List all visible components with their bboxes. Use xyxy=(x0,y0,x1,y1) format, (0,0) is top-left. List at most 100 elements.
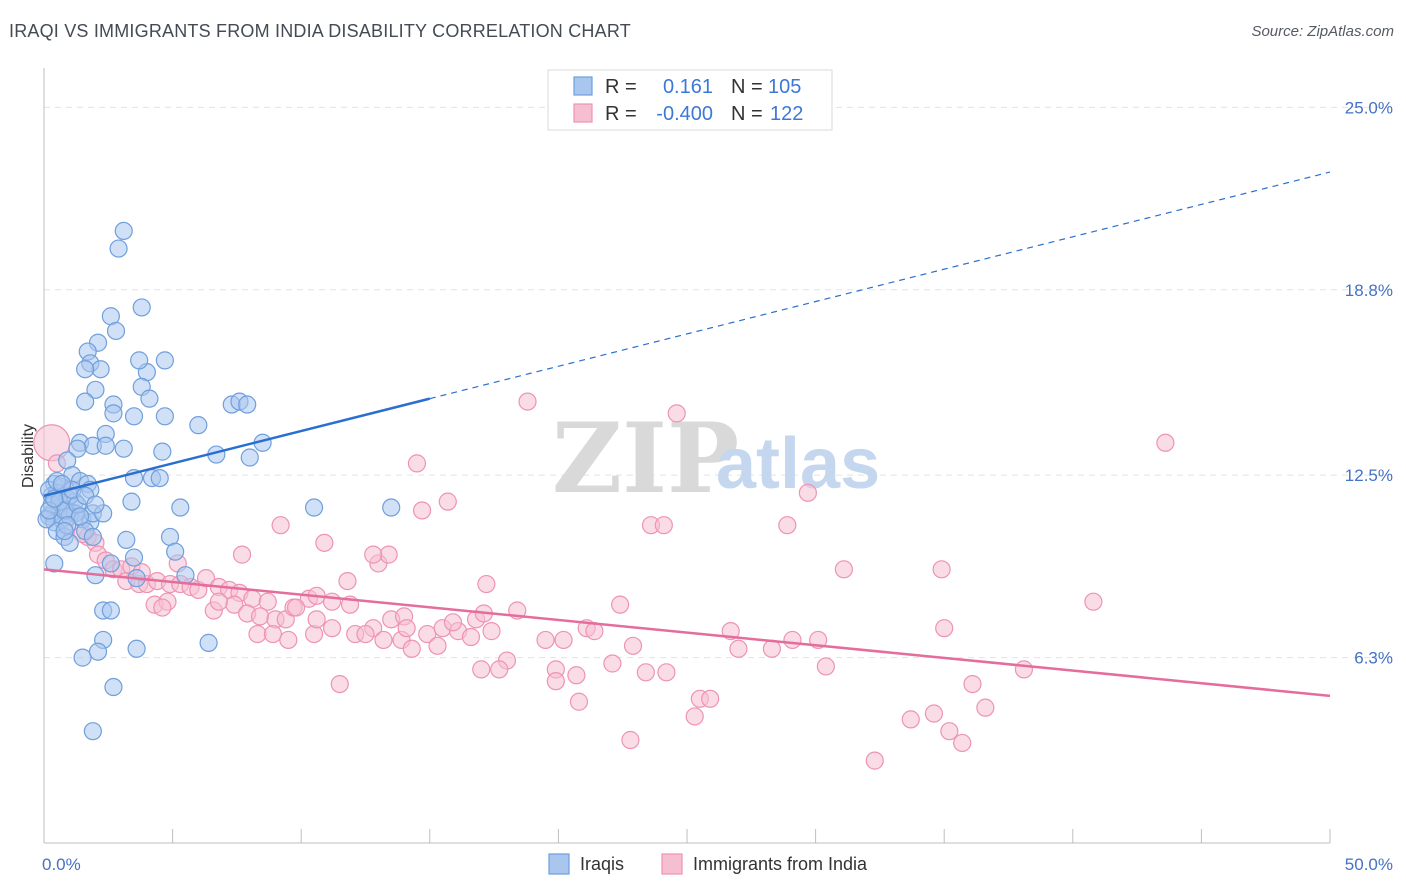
india-point-113 xyxy=(1014,660,1034,679)
india-point-105 xyxy=(932,560,951,579)
trend-lines xyxy=(43,171,1331,698)
iraqis-point-72 xyxy=(166,542,185,561)
legend-r-value-1: 0.161 xyxy=(663,76,713,98)
india-point-120 xyxy=(209,592,228,611)
india-point-124 xyxy=(397,619,416,638)
y-tick-label-0: 6.3% xyxy=(1354,649,1393,668)
india-point-71 xyxy=(271,516,290,535)
iraqis-point-85 xyxy=(88,642,108,661)
iraqis-point-73 xyxy=(101,554,120,573)
iraqis-point-80 xyxy=(101,601,120,620)
india-point-99 xyxy=(783,630,802,650)
india-point-50 xyxy=(374,630,393,650)
y-tick-label-1: 12.5% xyxy=(1345,466,1393,485)
iraqis-point-43 xyxy=(150,468,169,488)
india-point-95 xyxy=(685,707,704,726)
india-point-39 xyxy=(322,592,342,611)
india-point-126 xyxy=(536,630,555,650)
iraqis-point-20 xyxy=(155,407,174,426)
india-point-115 xyxy=(1156,433,1175,452)
india-point-66 xyxy=(338,571,357,591)
india-point-86 xyxy=(546,672,565,691)
india-point-56 xyxy=(428,636,447,655)
india-point-87 xyxy=(567,666,586,685)
watermark: ZIP atlas xyxy=(552,402,880,515)
iraqis-point-63 xyxy=(304,498,324,517)
legend-r-label-2: R = xyxy=(605,103,637,125)
india-point-122 xyxy=(477,574,496,594)
legend-bottom: Iraqis Immigrants from India xyxy=(548,853,868,875)
iraqis-point-64 xyxy=(382,498,401,517)
iraqis-point-30 xyxy=(68,439,87,458)
iraqis-point-18 xyxy=(104,404,123,423)
y-tick-label-3: 25.0% xyxy=(1345,98,1393,117)
india-point-64 xyxy=(554,630,573,650)
india-point-72 xyxy=(315,533,334,552)
india-point-88 xyxy=(569,692,589,711)
india-point-112 xyxy=(865,751,884,770)
india-point-98 xyxy=(762,639,781,658)
india-point-102 xyxy=(834,560,853,579)
legend-swatch-india xyxy=(573,103,593,123)
iraqis-point-11 xyxy=(155,351,174,370)
iraqis-point-86 xyxy=(104,677,123,697)
legend-n-value-1: 105 xyxy=(768,76,801,98)
iraqis-point-9 xyxy=(76,360,95,379)
india-point-108 xyxy=(976,698,995,717)
watermark-zip: ZIP xyxy=(552,402,739,515)
india-point-110 xyxy=(940,722,959,741)
india-point-54 xyxy=(356,624,375,644)
india-point-101 xyxy=(816,657,835,676)
chart-title: IRAQI VS IMMIGRANTS FROM INDIA DISABILIT… xyxy=(9,21,631,41)
india-point-114 xyxy=(1084,592,1103,611)
iraqis-point-4 xyxy=(106,321,126,341)
india-point-68 xyxy=(379,545,398,564)
india-point-82 xyxy=(611,595,630,614)
y-axis-title: Disability xyxy=(20,424,37,488)
iraqis-point-12 xyxy=(130,351,149,370)
india-point-79 xyxy=(667,404,686,423)
india-point-118 xyxy=(330,674,349,694)
iraqis-point-78 xyxy=(176,566,195,585)
india-point-42 xyxy=(263,624,283,644)
india-point-76 xyxy=(438,492,457,511)
legend-bottom-swatch-iraqis xyxy=(548,853,570,875)
legend-top: R = 0.161 N = 105 R = -0.400 N = 122 xyxy=(547,69,833,131)
iraqis-trend-extension xyxy=(429,171,1331,400)
iraqis-point-21 xyxy=(189,416,208,435)
iraqis-point-83 xyxy=(199,633,218,652)
india-point-22 xyxy=(196,569,216,588)
iraqis-point-62 xyxy=(171,498,190,517)
india-point-104 xyxy=(798,483,817,502)
iraqis-point-31 xyxy=(153,442,172,461)
iraqis-point-33 xyxy=(240,448,259,467)
india-point-89 xyxy=(490,660,509,679)
india-point-83 xyxy=(603,654,622,673)
iraqis-point-104 xyxy=(55,521,74,541)
iraqis-point-28 xyxy=(96,436,115,455)
india-trend-line xyxy=(43,568,1331,698)
iraqis-points xyxy=(37,221,401,741)
source-label: Source: ZipAtlas.com xyxy=(1251,23,1394,40)
iraqis-point-87 xyxy=(83,722,102,741)
india-point-84 xyxy=(657,663,676,682)
iraqis-point-98 xyxy=(70,507,90,526)
iraqis-point-68 xyxy=(83,527,102,547)
legend-bottom-label-india: Immigrants from India xyxy=(693,854,868,874)
watermark-atlas: atlas xyxy=(716,424,880,504)
india-point-81 xyxy=(654,516,673,535)
legend-bottom-label-iraqis: Iraqis xyxy=(580,854,624,874)
iraqis-point-13 xyxy=(86,380,105,399)
india-point-90 xyxy=(472,660,491,679)
iraqis-point-103 xyxy=(86,495,105,514)
legend-n-label-2: N = xyxy=(731,103,763,125)
iraqis-point-19 xyxy=(124,407,144,426)
india-point-111 xyxy=(901,710,920,729)
india-point-91 xyxy=(636,663,655,682)
india-point-27 xyxy=(258,592,277,611)
india-point-107 xyxy=(963,674,982,694)
india-point-123 xyxy=(286,598,306,617)
legend-swatch-iraqis xyxy=(573,76,593,96)
india-point-119 xyxy=(307,610,326,629)
india-point-94 xyxy=(701,689,720,708)
